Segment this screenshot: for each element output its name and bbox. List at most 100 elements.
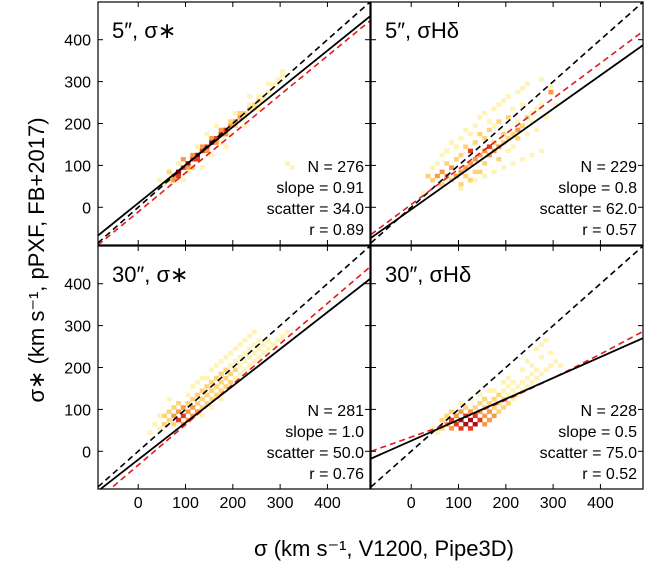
heatmap-cell xyxy=(482,173,488,179)
heatmap-cell xyxy=(458,186,464,191)
heatmap-cell xyxy=(501,140,507,145)
panel-plot-area xyxy=(98,2,370,245)
heatmap-cell xyxy=(501,165,507,170)
heatmap-cell xyxy=(171,413,177,419)
heatmap-cell xyxy=(199,388,205,393)
heatmap-cell xyxy=(529,110,535,116)
heatmap-cell xyxy=(185,401,191,406)
heatmap-cell xyxy=(232,359,238,364)
heatmap-cell xyxy=(501,98,507,103)
heatmap-cell xyxy=(218,388,224,393)
heatmap-cell xyxy=(232,346,238,352)
heatmap-cell xyxy=(223,354,229,360)
heatmap-cell xyxy=(458,417,464,423)
heatmap-cell xyxy=(515,89,521,95)
heatmap-cell xyxy=(265,338,271,343)
heatmap-cell xyxy=(463,173,469,179)
heatmap-cell xyxy=(180,157,186,162)
heatmap-cell xyxy=(171,177,177,183)
heatmap-cell xyxy=(147,430,153,435)
heatmap-cell xyxy=(439,152,445,158)
heatmap-cell xyxy=(496,409,502,414)
stat-scatter: scatter = 62.0 xyxy=(540,201,637,218)
heatmap-cell xyxy=(463,144,469,149)
heatmap-cell xyxy=(520,123,526,128)
heatmap-cell xyxy=(472,405,478,410)
heatmap-cell xyxy=(548,350,554,356)
heatmap-cell xyxy=(482,421,488,427)
heatmap-cell xyxy=(199,405,205,410)
heatmap-cell xyxy=(482,396,488,402)
heatmap-cell xyxy=(520,380,526,385)
heatmap-cell xyxy=(199,144,205,149)
heatmap-cell xyxy=(247,94,253,99)
heatmap-cell xyxy=(209,136,215,141)
panel-title: 30″, σ∗ xyxy=(112,262,189,287)
best-fit-line xyxy=(98,15,370,237)
heatmap-cell xyxy=(439,417,445,423)
heatmap-cell xyxy=(218,380,224,385)
heatmap-cell xyxy=(486,409,492,414)
heatmap-cell xyxy=(425,173,431,179)
heatmap-cell xyxy=(491,405,497,410)
heatmap-cell xyxy=(534,127,540,133)
heatmap-cell xyxy=(190,405,196,410)
heatmap-cell xyxy=(157,413,163,419)
heatmap-cell xyxy=(430,426,436,431)
heatmap-cell xyxy=(453,144,459,149)
heatmap-cell xyxy=(491,413,497,419)
heatmap-cell xyxy=(496,157,502,162)
heatmap-cell xyxy=(180,405,186,410)
x-tick-label: 100 xyxy=(445,495,472,512)
heatmap-cell xyxy=(486,144,492,149)
heatmap-cell xyxy=(439,169,445,175)
heatmap-cell xyxy=(477,131,483,137)
heatmap-cell xyxy=(477,401,483,406)
heatmap-cell xyxy=(505,375,511,381)
heatmap-cell xyxy=(449,426,455,431)
heatmap-cell xyxy=(477,417,483,423)
heatmap-cell xyxy=(543,338,549,343)
heatmap-cell xyxy=(190,396,196,402)
heatmap-cell xyxy=(501,380,507,385)
heatmap-cell xyxy=(534,106,540,112)
heatmap-cell xyxy=(538,354,544,360)
heatmap-cell xyxy=(486,388,492,393)
heatmap-cell xyxy=(548,363,554,368)
heatmap-cell xyxy=(228,371,234,377)
heatmap-cell xyxy=(237,354,243,360)
heatmap-cell xyxy=(472,123,478,128)
heatmap-cell xyxy=(176,409,182,414)
heatmap-cell xyxy=(463,421,469,427)
heatmap-cell xyxy=(152,421,158,427)
heatmap-cell xyxy=(209,380,215,385)
heatmap-cell xyxy=(430,177,436,183)
x-tick-label: 400 xyxy=(587,495,614,512)
heatmap-cell xyxy=(265,81,271,87)
heatmap-cell xyxy=(510,380,516,385)
heatmap-cell xyxy=(520,102,526,108)
heatmap-cell xyxy=(501,405,507,410)
heatmap-cell xyxy=(467,131,473,137)
heatmap-cell xyxy=(256,346,262,352)
stat-slope: slope = 1.0 xyxy=(285,424,364,441)
heatmap-cell xyxy=(237,115,243,120)
x-tick-label: 300 xyxy=(540,495,567,512)
heatmap-cell xyxy=(520,157,526,162)
heatmap-cell xyxy=(218,127,224,133)
heatmap-cell xyxy=(472,421,478,427)
stat-r: r = 0.89 xyxy=(309,222,364,239)
heatmap-cell xyxy=(538,148,544,154)
y-tick-label: 0 xyxy=(82,444,91,461)
stat-n: N = 228 xyxy=(581,403,638,420)
heatmap-cell xyxy=(256,94,262,99)
heatmap-cell xyxy=(538,342,544,347)
heatmap-cell xyxy=(515,119,521,124)
panel-plot-area xyxy=(371,2,643,244)
heatmap-cell xyxy=(161,421,167,427)
x-tick-label: 100 xyxy=(172,495,199,512)
heatmap-cell xyxy=(477,169,483,175)
heatmap-cell xyxy=(280,333,286,339)
heatmap-cell xyxy=(548,89,554,95)
heatmap-cell xyxy=(472,413,478,419)
